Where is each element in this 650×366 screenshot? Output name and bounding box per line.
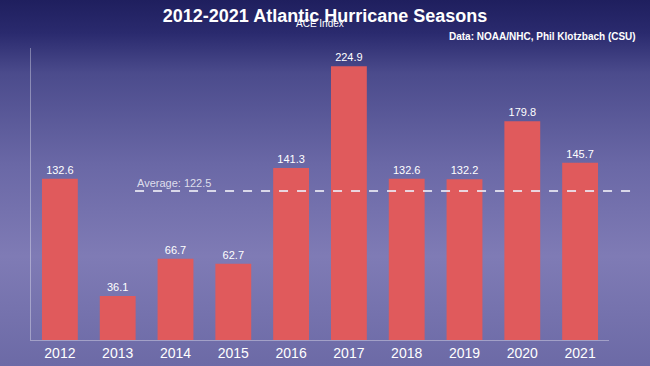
svg-text:132.6: 132.6 [46,164,74,176]
svg-text:66.7: 66.7 [165,244,186,256]
svg-text:132.6: 132.6 [393,164,421,176]
svg-text:2018: 2018 [391,345,422,361]
svg-text:36.1: 36.1 [107,281,128,293]
svg-text:145.7: 145.7 [566,148,594,160]
svg-text:141.3: 141.3 [277,153,305,165]
svg-text:2012-2021 Atlantic Hurricane S: 2012-2021 Atlantic Hurricane Seasons [163,6,488,26]
svg-text:2016: 2016 [276,345,307,361]
svg-text:2014: 2014 [160,345,191,361]
svg-text:2019: 2019 [449,345,480,361]
svg-text:Data: NOAA/NHC, Phil Klotzbach: Data: NOAA/NHC, Phil Klotzbach (CSU) [449,31,636,42]
svg-text:ACE Index: ACE Index [296,18,344,29]
svg-text:132.2: 132.2 [451,164,479,176]
svg-text:2013: 2013 [102,345,133,361]
svg-text:Average: 122.5: Average: 122.5 [137,177,211,189]
svg-text:62.7: 62.7 [223,249,244,261]
svg-text:2012: 2012 [44,345,75,361]
svg-text:2020: 2020 [507,345,538,361]
svg-text:2015: 2015 [218,345,249,361]
svg-text:2021: 2021 [565,345,596,361]
svg-text:179.8: 179.8 [509,106,537,118]
svg-text:2017: 2017 [333,345,364,361]
svg-text:224.9: 224.9 [335,51,363,63]
